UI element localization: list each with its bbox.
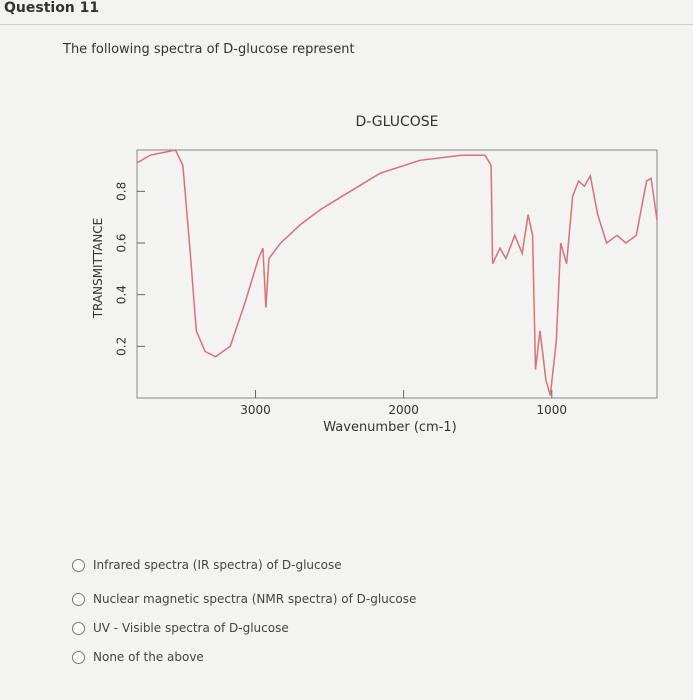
question-title: Question 11: [4, 0, 100, 16]
x-tick-label: 1000: [537, 403, 568, 417]
spectrum-line: [136, 149, 658, 396]
y-tick-label: 0.2: [115, 337, 129, 356]
x-tick-label: 3000: [240, 403, 271, 417]
x-axis-label: Wavenumber (cm-1): [323, 420, 456, 435]
plot-frame: [136, 149, 658, 399]
answer-option[interactable]: Infrared spectra (IR spectra) of D-gluco…: [72, 558, 342, 572]
y-tick-label: 0.4: [115, 285, 129, 304]
divider: [0, 24, 693, 25]
radio-button[interactable]: [72, 558, 85, 572]
chart: D-GLUCOSE Wavenumber (cm-1) TRANSMITTANC…: [91, 114, 658, 435]
radio-button[interactable]: [72, 592, 85, 606]
answer-option[interactable]: UV - Visible spectra of D-glucose: [72, 621, 289, 635]
option-label[interactable]: UV - Visible spectra of D-glucose: [93, 621, 289, 635]
chart-title: D-GLUCOSE: [355, 114, 438, 130]
question-prompt: The following spectra of D-glucose repre…: [63, 42, 355, 57]
radio-button[interactable]: [72, 650, 85, 664]
answer-option[interactable]: Nuclear magnetic spectra (NMR spectra) o…: [72, 592, 416, 606]
x-tick-label: 2000: [388, 403, 419, 417]
answer-option[interactable]: None of the above: [72, 650, 204, 664]
radio-button[interactable]: [72, 621, 85, 635]
y-tick-label: 0.8: [115, 182, 129, 201]
option-label[interactable]: None of the above: [93, 650, 204, 664]
y-axis-label: TRANSMITTANCE: [91, 218, 105, 320]
option-label[interactable]: Infrared spectra (IR spectra) of D-gluco…: [93, 558, 342, 572]
y-tick-label: 0.6: [115, 233, 129, 252]
option-label[interactable]: Nuclear magnetic spectra (NMR spectra) o…: [93, 592, 417, 606]
